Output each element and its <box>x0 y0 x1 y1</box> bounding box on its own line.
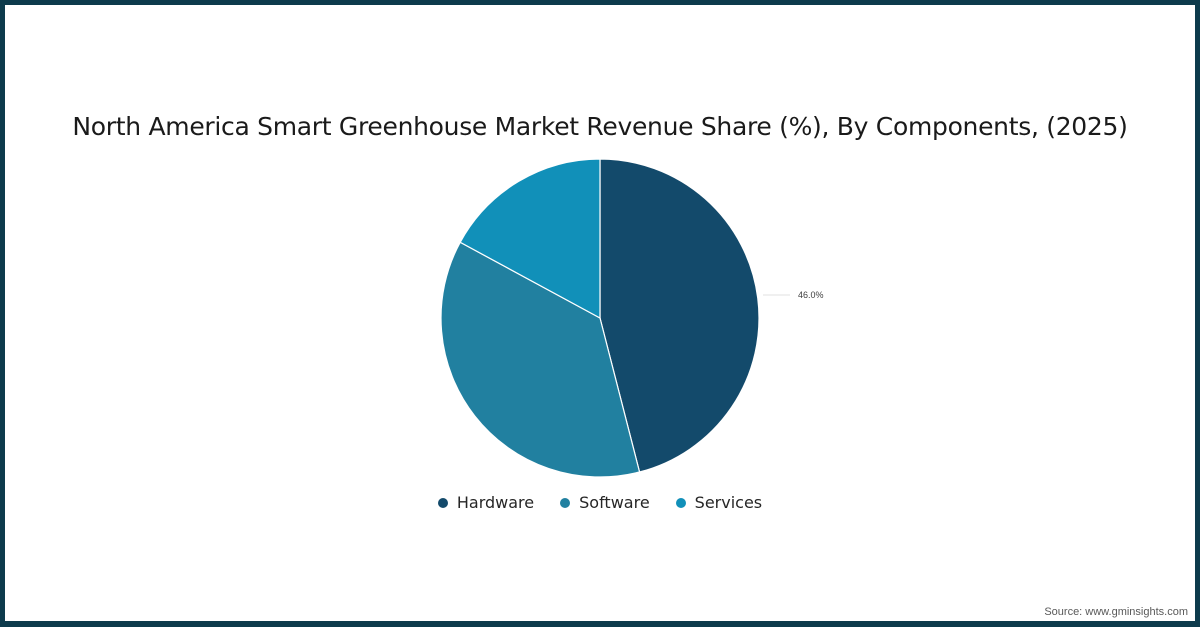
source-credit: Source: www.gminsights.com <box>1044 606 1188 618</box>
hardware-swatch-icon <box>437 497 448 508</box>
services-swatch-icon <box>675 497 686 508</box>
pie-slice-services[interactable] <box>459 158 601 320</box>
legend: Hardware Software Services <box>0 493 1200 512</box>
legend-item-software[interactable]: Software <box>560 493 650 512</box>
legend-item-hardware[interactable]: Hardware <box>437 493 535 512</box>
legend-label: Services <box>694 493 763 512</box>
legend-item-services[interactable]: Services <box>675 493 763 512</box>
chart-title: North America Smart Greenhouse Market Re… <box>72 112 1128 141</box>
hardware-data-label: 46.0% <box>798 290 824 300</box>
software-swatch-icon <box>560 497 571 508</box>
pie-slice-software[interactable] <box>440 241 641 478</box>
legend-label: Software <box>579 493 650 512</box>
legend-label: Hardware <box>456 493 535 512</box>
pie-slice-hardware[interactable] <box>599 158 760 473</box>
